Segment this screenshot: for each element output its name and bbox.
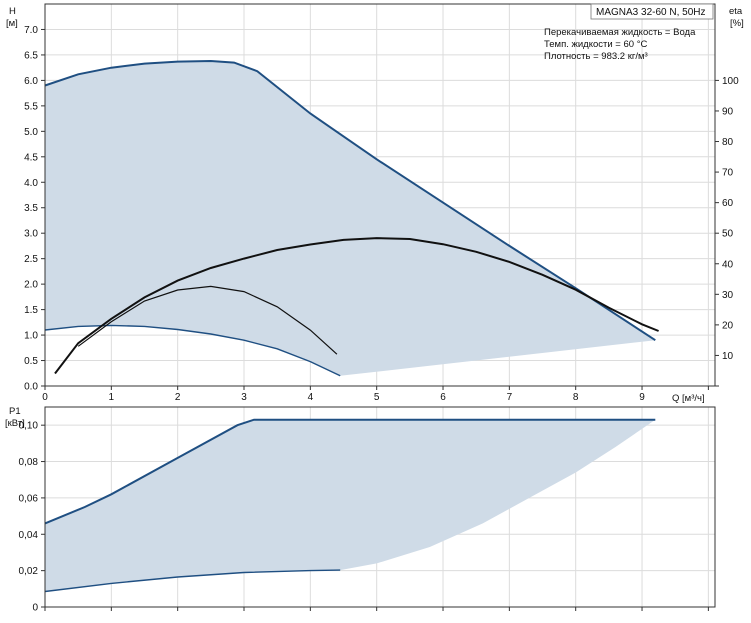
head-chart-panel: 0 1 2 3 4 5 6 7 8 9 0.0 0.5 1.0 1.5 2.0 2.5 3.0 3.5 4.0 4.5… <box>6 3 744 404</box>
y-axis-unit-h: [м] <box>6 18 18 29</box>
y2-axis-unit-eta: [%] <box>730 18 744 29</box>
y2-tick-label: 20 <box>722 320 734 331</box>
x-tick-label: 4 <box>308 392 314 403</box>
y-tick-label: 2.0 <box>24 280 38 291</box>
y-tick-label: 1.0 <box>24 331 38 342</box>
max-power-curve <box>44 418 656 525</box>
model-label-box <box>590 3 714 20</box>
power-chart-panel: 0 0,02 0,04 0,06 0,08 0,10 P1 [кВт] <box>5 406 716 614</box>
x-tick-label: 5 <box>374 392 380 403</box>
y-tick-label: 6.5 <box>24 50 38 61</box>
y-tick-label: 0,04 <box>19 530 39 541</box>
eta-min-curve <box>77 285 338 355</box>
x-tick-label: 1 <box>109 392 115 403</box>
x-tick-label: 0 <box>42 392 48 403</box>
y-tick-label: 0.0 <box>24 382 38 393</box>
power-chart-curves <box>44 418 656 593</box>
y-tick-label: 0,02 <box>19 566 39 577</box>
y-tick-label: 4.0 <box>24 178 38 189</box>
x-tick-label: 8 <box>573 392 579 403</box>
power-chart-frame <box>44 406 716 608</box>
min-head-curve <box>44 324 341 377</box>
y2-tick-label: 50 <box>722 229 734 240</box>
y-tick-label: 6.0 <box>24 76 38 87</box>
max-head-curve <box>44 59 656 342</box>
y-tick-label: 0,08 <box>19 457 39 468</box>
head-operating-area <box>45 61 656 376</box>
y-tick-label: 1.5 <box>24 305 38 316</box>
min-power-curve <box>44 569 341 593</box>
y2-tick-label: 70 <box>722 168 734 179</box>
eta-max-curve <box>54 237 659 375</box>
y-tick-label: 0,10 <box>19 421 39 432</box>
power-area-fill <box>45 419 656 592</box>
operating-area-fill <box>45 61 656 376</box>
y-tick-label: 3.5 <box>24 203 38 214</box>
x-tick-label: 9 <box>639 392 645 403</box>
y-axis-unit-p1: [кВт] <box>5 418 25 429</box>
power-chart-ticks: 0 0,02 0,04 0,06 0,08 0,10 <box>19 421 709 614</box>
info-liquid: Перекачиваемая жидкость = Вода <box>544 27 696 38</box>
x-tick-label: 7 <box>507 392 513 403</box>
y-tick-label: 5.0 <box>24 127 38 138</box>
y2-tick-label: 40 <box>722 259 734 270</box>
head-chart-ticks: 0 1 2 3 4 5 6 7 8 9 0.0 0.5 1.0 1.5 2.0 2.5 3.0 3.5 4.0 4.5… <box>24 25 739 403</box>
y-axis-label-p1: P1 <box>9 406 21 417</box>
x-axis-label-q: Q [м³/ч] <box>672 393 705 404</box>
model-label: MAGNA3 32-60 N, 50Hz <box>596 7 706 18</box>
y-axis-label-h: H <box>9 6 16 17</box>
head-chart-curves <box>44 59 659 377</box>
x-tick-label: 3 <box>241 392 247 403</box>
y-tick-label: 0.5 <box>24 356 38 367</box>
x-tick-label: 6 <box>440 392 446 403</box>
info-density: Плотность = 983.2 кг/м³ <box>544 51 648 62</box>
y2-tick-label: 30 <box>722 290 734 301</box>
y-tick-label: 2.5 <box>24 254 38 265</box>
y2-tick-label: 60 <box>722 198 734 209</box>
x-tick-label: 2 <box>175 392 181 403</box>
y2-axis-label-eta: eta <box>729 6 743 17</box>
y2-tick-label: 100 <box>722 76 739 87</box>
y-tick-label: 4.5 <box>24 152 38 163</box>
y-tick-label: 7.0 <box>24 25 38 36</box>
info-temperature: Темп. жидкости = 60 °C <box>544 39 647 50</box>
power-operating-area <box>45 419 656 592</box>
y-tick-label: 3.0 <box>24 229 38 240</box>
head-chart-frame <box>44 3 716 387</box>
y-tick-label: 0 <box>32 603 38 614</box>
y-tick-label: 0,06 <box>19 493 39 504</box>
y2-tick-label: 90 <box>722 106 734 117</box>
y2-tick-label: 10 <box>722 351 734 362</box>
y-tick-label: 5.5 <box>24 101 38 112</box>
y2-tick-label: 80 <box>722 137 734 148</box>
